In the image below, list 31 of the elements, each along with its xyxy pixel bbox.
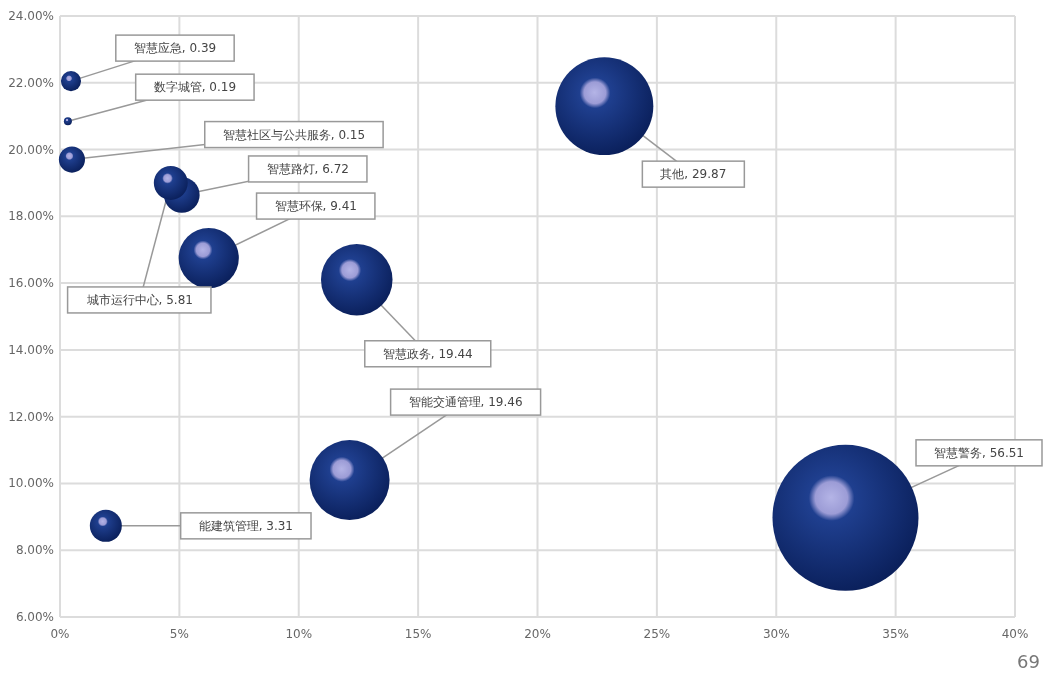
y-tick-label: 20.00% — [8, 142, 54, 157]
y-tick-label: 6.00% — [15, 610, 54, 624]
annotation: 智慧环保, 9.41 — [274, 199, 357, 214]
annotation: 智慧社区与公共服务, 0.15 — [222, 127, 366, 142]
x-tick-label: 25% — [643, 627, 671, 641]
annotation: 智慧应急, 0.39 — [133, 41, 217, 56]
x-tick-label: 15% — [404, 627, 432, 641]
y-tick-label: 16.00% — [8, 276, 54, 291]
x-tick-label: 20% — [524, 627, 551, 641]
y-tick-label: 22.00% — [8, 75, 54, 90]
text: 69 — [1017, 651, 1040, 672]
y-tick-label: 24.00% — [8, 9, 54, 23]
x-tick-label: 30% — [762, 627, 790, 641]
x-tick-label: 10% — [285, 627, 313, 641]
x-tick-label: 5% — [169, 627, 189, 641]
y-tick-label: 18.00% — [8, 209, 54, 224]
x-tick-label: 40% — [1001, 627, 1029, 641]
y-tick-label: 8.00% — [15, 543, 54, 558]
y-tick-label: 12.00% — [8, 409, 54, 424]
annotation: 智慧政务, 19.44 — [382, 346, 473, 361]
annotation: 其他, 29.87 — [660, 167, 727, 182]
x-tick-label: 0% — [50, 627, 70, 641]
annotation: 城市运行中心, 5.81 — [85, 292, 193, 307]
y-tick-label: 14.00% — [8, 342, 54, 357]
y-tick-label: 10.00% — [8, 476, 54, 491]
annotation: 智能交通管理, 19.46 — [408, 395, 523, 410]
annotation: 智慧警务, 56.51 — [934, 445, 1024, 460]
x-tick-label: 35% — [882, 627, 909, 641]
annotation: 智慧路灯, 6.72 — [266, 161, 349, 176]
annotation: 能建筑管理, 3.31 — [198, 518, 294, 533]
annotation: 数字城管, 0.19 — [153, 80, 237, 95]
